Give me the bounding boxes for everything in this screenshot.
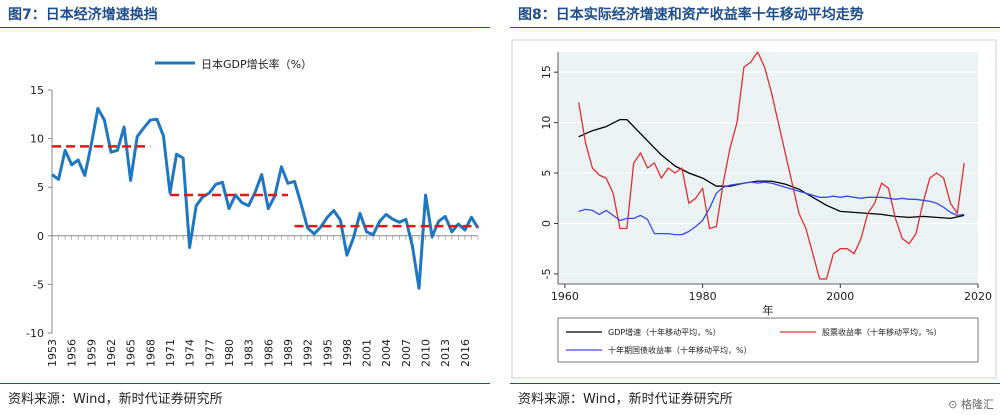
legend-label-gdp: GDP增速（十年移动平均，%） (608, 327, 721, 337)
x-tick-label: 1986 (262, 339, 275, 367)
right-chart-panel: 图8：日本实际经济增速和资产收益率十年移动平均走势 -5 0 5 10 15 1960 19… (510, 0, 1000, 415)
right-title-rule (510, 27, 1000, 28)
x-tick-label: 2001 (361, 339, 374, 367)
x-axis-title: 年 (763, 303, 774, 317)
x-tick-label: 1971 (164, 339, 177, 367)
y-tick-label: 0 (37, 230, 44, 243)
x-tick-label: 1983 (243, 339, 256, 367)
x-tick-label: 2020 (964, 290, 992, 303)
watermark-text: 格隆汇 (961, 398, 994, 411)
x-tick-label: 2016 (459, 339, 472, 367)
left-title-rule (0, 27, 490, 28)
x-tick-label: 1995 (321, 339, 334, 367)
legend-label-bond: 十年期国债收益率（十年移动平均，%） (608, 345, 752, 355)
x-tick-label: 1956 (66, 339, 79, 367)
x-tick-label: 1974 (184, 339, 197, 367)
left-chart-title: 图7：日本经济增速换挡 (8, 7, 158, 23)
gdp-growth-ma-line (578, 118, 965, 220)
y-tick-label: 5 (540, 170, 553, 177)
x-tick-label: 1959 (85, 339, 98, 367)
y-tick-label: 5 (37, 181, 44, 194)
right-chart-svg: -5 0 5 10 15 1960 1980 2000 2020 年 GDP增速（十年移动平均，%）… (511, 39, 997, 379)
x-tick-label: 1953 (46, 339, 59, 367)
x-tick-label: 2004 (380, 339, 393, 367)
right-chart-title: 图8：日本实际经济增速和资产收益率十年移动平均走势 (518, 7, 864, 23)
y-tick-label: 15 (540, 65, 553, 79)
x-tick-label: 1968 (144, 339, 157, 367)
x-tick-label: 2010 (420, 339, 433, 367)
bond-yield-ma-line (578, 181, 965, 236)
x-tick-label: 1962 (105, 339, 118, 367)
right-source-note: 资料来源：Wind，新时代证券研究所 (518, 392, 733, 407)
x-tick-label: 2007 (400, 339, 413, 367)
y-tick-label: 10 (540, 116, 553, 130)
watermark: ⊙ 格隆汇 (948, 398, 994, 411)
left-chart-panel: 图7：日本经济增速换挡 -10 -5 0 5 10 15 1953 1956 1959 1962 1… (0, 0, 490, 415)
x-tick-label: 1980 (223, 339, 236, 367)
x-tick-label: 1992 (302, 339, 315, 367)
y-tick-label: -5 (33, 278, 44, 291)
right-source-rule (510, 383, 1000, 384)
left-source-note: 资料来源：Wind，新时代证券研究所 (8, 392, 223, 407)
plot-background (558, 52, 978, 284)
gdp-growth-line (51, 107, 480, 290)
x-tick-label: 1998 (341, 339, 354, 367)
y-tick-label: 15 (30, 84, 44, 97)
left-source-rule (0, 383, 490, 384)
left-chart-svg: -10 -5 0 5 10 15 1953 1956 1959 1962 1965 1968 1971 1… (26, 57, 480, 367)
legend-box (557, 317, 979, 363)
x-tick-label: 2000 (826, 290, 854, 303)
y-tick-label: 10 (30, 133, 44, 146)
y-tick-label: -10 (26, 327, 44, 340)
x-tick-label: 1980 (689, 290, 717, 303)
x-tick-label: 1965 (125, 339, 138, 367)
x-tick-label: 1989 (282, 339, 295, 367)
y-tick-label: 0 (540, 220, 553, 227)
legend-label-stock: 股票收益率（十年移动平均，%） (822, 327, 942, 337)
stock-return-ma-line (578, 51, 965, 280)
y-tick-label: -5 (540, 268, 553, 279)
legend-label-gdp: 日本GDP增长率（%） (201, 57, 312, 71)
x-tick-label: 2013 (439, 339, 452, 367)
x-tick-label: 1960 (551, 290, 579, 303)
x-tick-label: 1977 (203, 339, 216, 367)
